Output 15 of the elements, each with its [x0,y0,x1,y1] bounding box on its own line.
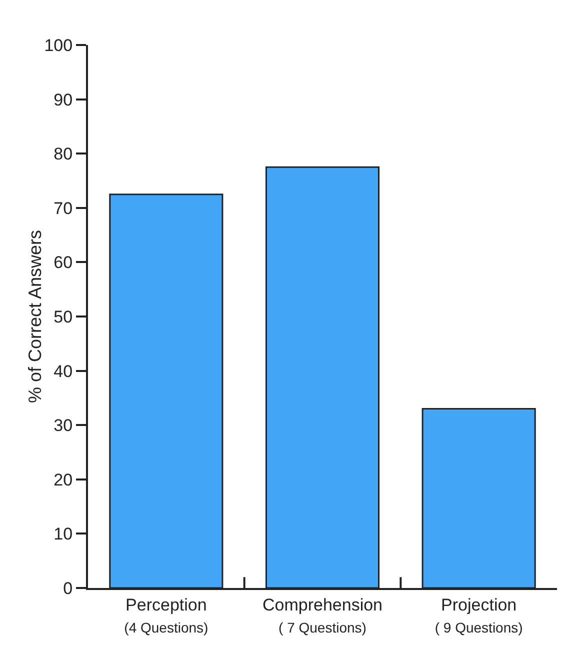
y-tick-label: 40 [54,362,73,381]
y-tick-label: 50 [54,307,73,326]
y-tick-label: 100 [44,36,73,55]
x-tick-label: Comprehension ( 7 Questions) [262,595,383,636]
x-tick-label: Projection ( 9 Questions) [434,595,523,636]
y-tick-label: 70 [54,198,73,218]
y-axis-title: % of Correct Answers [25,230,45,404]
y-tick-label: 30 [54,416,73,436]
y-tick-label: 80 [54,144,73,164]
y-tick-label: 90 [54,90,73,110]
y-tick-label: 0 [63,578,73,598]
x-tick-label: Perception (4 Questions) [124,595,208,636]
y-tick-label: 60 [54,253,73,272]
y-tick-label: 20 [54,470,73,490]
y-tick-label: 10 [54,524,73,544]
